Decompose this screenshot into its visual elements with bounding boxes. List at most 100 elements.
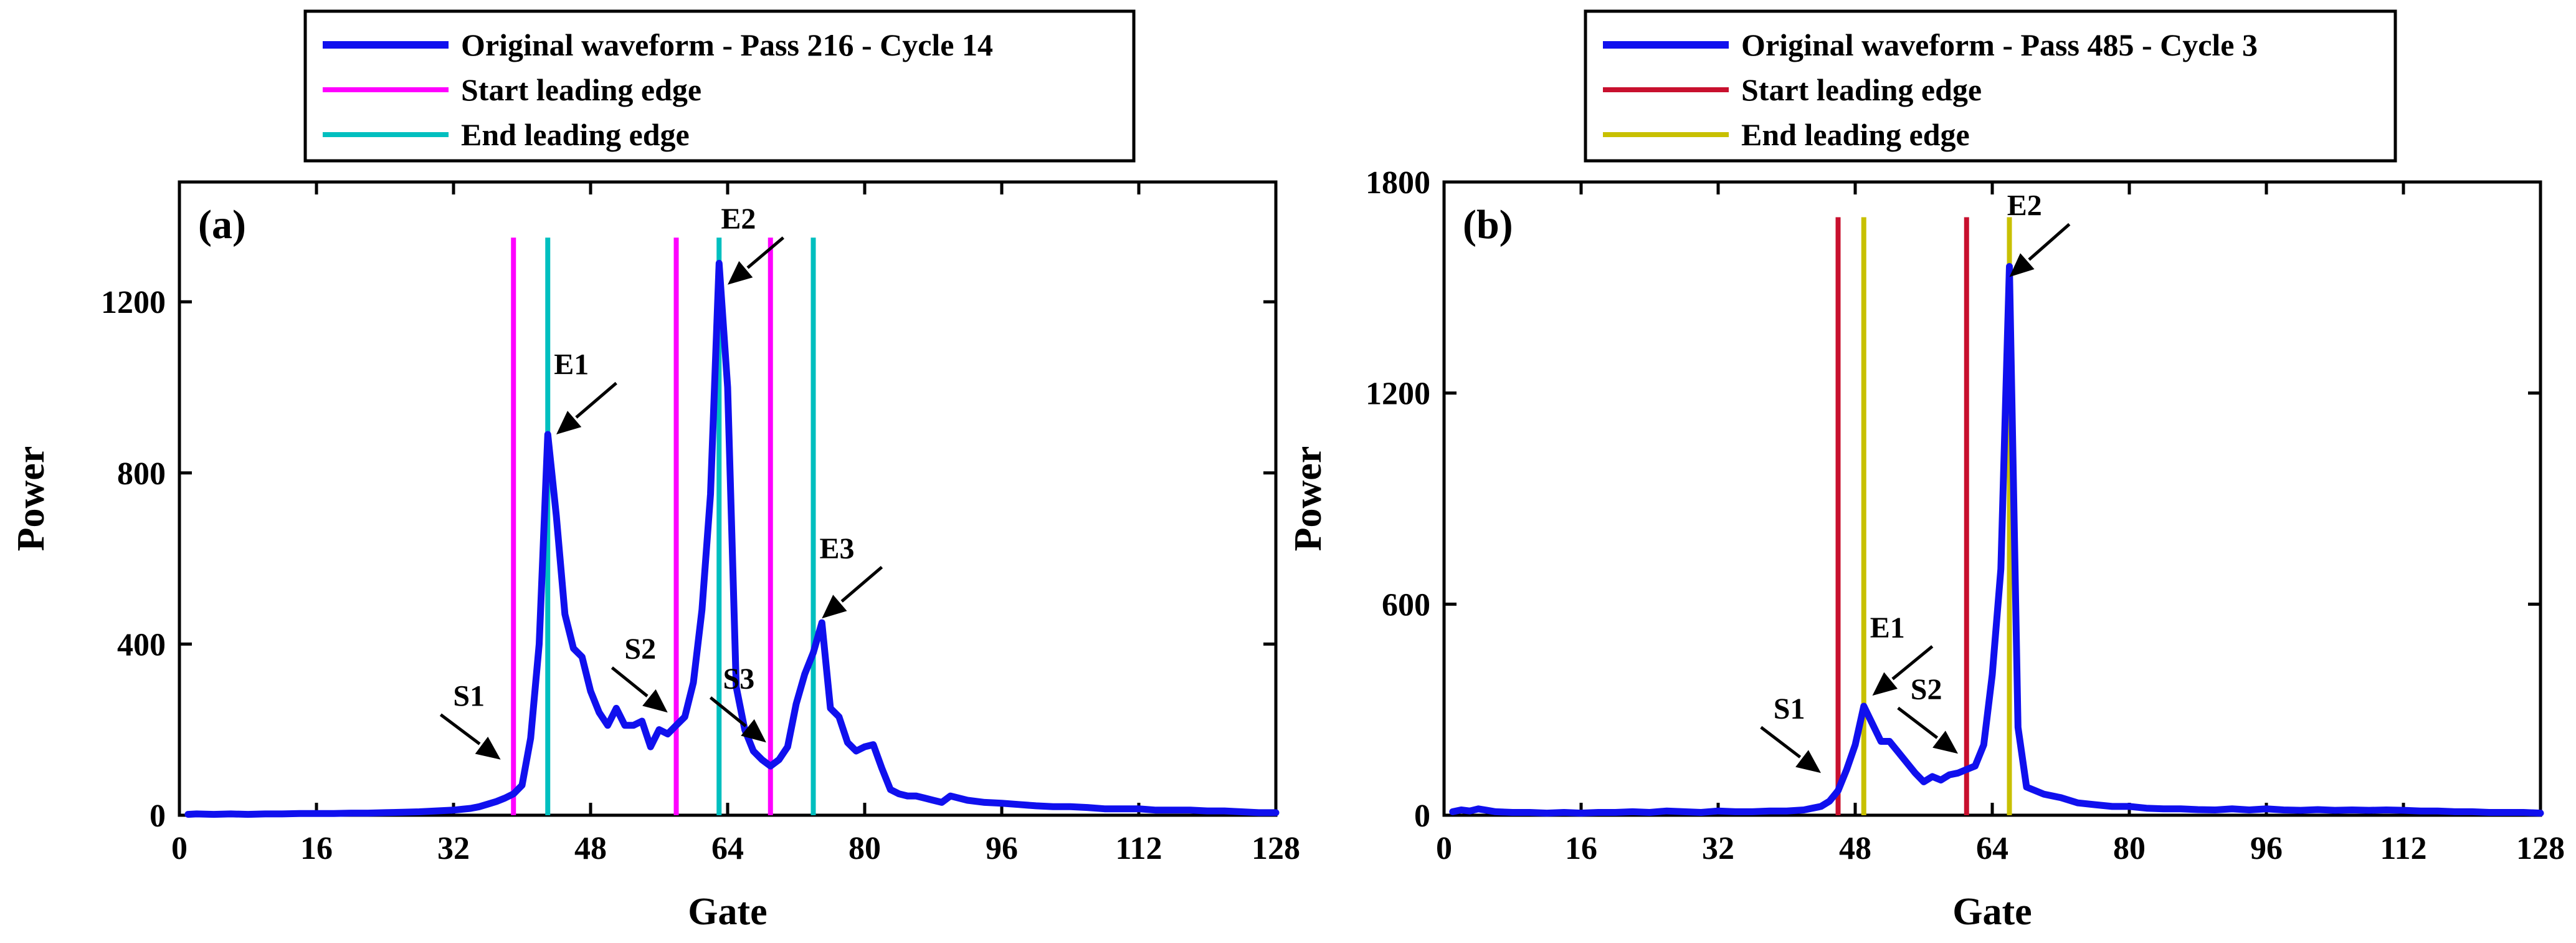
x-tick-label: 64 (711, 831, 744, 866)
waveform-point (1562, 810, 1566, 815)
waveform-point (1930, 774, 1934, 778)
y-tick-label: 800 (117, 456, 166, 492)
waveform-point (1861, 704, 1866, 708)
waveform-point (863, 745, 867, 749)
waveform-point (1119, 807, 1124, 811)
waveform-point (1468, 809, 1472, 813)
waveform-point (811, 651, 815, 655)
waveform-point (1802, 808, 1806, 812)
waveform-point (589, 689, 592, 693)
waveform-point (2299, 808, 2303, 813)
annotation-label: E1 (554, 348, 589, 381)
waveform-point (1767, 809, 1772, 813)
waveform-point (1853, 743, 1857, 747)
y-tick-label: 1200 (1366, 376, 1430, 412)
waveform-point (1751, 810, 1754, 814)
waveform-point (1819, 804, 1823, 808)
waveform-point (923, 796, 927, 800)
annotation-label: E1 (1870, 611, 1905, 644)
waveform-point (683, 715, 687, 719)
annotation-label: E2 (721, 203, 756, 236)
annotation-arrow-head (556, 411, 582, 435)
legend-box (303, 9, 1136, 163)
waveform-point (1485, 808, 1489, 813)
annotation-arrow-head (642, 689, 668, 713)
waveform-point (1051, 805, 1055, 809)
waveform-point (2007, 264, 2012, 269)
waveform-point (1614, 810, 1617, 815)
waveform-point (1733, 810, 1737, 814)
waveform-point (2213, 808, 2217, 812)
waveform-point (845, 740, 850, 745)
waveform-point (854, 749, 858, 753)
x-tick-label: 96 (2250, 831, 2283, 866)
waveform-point (708, 492, 713, 497)
x-tick-label: 48 (1839, 831, 1871, 866)
annotation-arrow-head (741, 719, 766, 743)
waveform-point (580, 655, 584, 659)
waveform-point (1528, 810, 1532, 815)
waveform-point (1956, 771, 1960, 775)
waveform-line (1449, 263, 2544, 817)
waveform-point (1785, 809, 1789, 813)
waveform-point (2521, 810, 2526, 815)
waveform-point (597, 711, 601, 715)
waveform-point (2418, 809, 2423, 813)
waveform-point (1982, 743, 1986, 747)
waveform-point (263, 811, 267, 816)
x-tick-label: 80 (848, 831, 881, 866)
annotation-arrow-head (1795, 750, 1821, 773)
waveform-point (1450, 810, 1455, 814)
waveform-point (888, 787, 893, 792)
waveform-point (657, 727, 661, 732)
x-tick-label: 16 (1565, 831, 1597, 866)
annotation-arrow-head (728, 261, 753, 285)
waveform-point (802, 672, 807, 676)
waveform-point (503, 796, 507, 800)
waveform-point (1274, 810, 1278, 815)
waveform-point (871, 742, 875, 747)
y-tick-label: 1200 (101, 285, 166, 320)
waveform-point (537, 642, 541, 646)
legend-entry: Start leading edge (461, 72, 701, 107)
waveform-point (1579, 811, 1583, 815)
annotation-arrow-head (2009, 253, 2035, 277)
waveform-point (563, 612, 567, 616)
x-tick-label: 32 (1702, 831, 1734, 866)
waveform-point (760, 757, 764, 762)
chart-panel-b: 0 16 32 48 64 80 96 112 128 0 600 1200 1800 Gate Power… (1287, 9, 2565, 933)
waveform-point (460, 807, 464, 811)
waveform-point (623, 723, 627, 727)
waveform-point (982, 800, 987, 805)
waveform-point (1034, 803, 1038, 808)
waveform-point (1154, 808, 1158, 812)
waveform-point (1459, 808, 1463, 812)
panel-label: (b) (1463, 202, 1513, 247)
waveform-point (2265, 807, 2268, 811)
waveform-point (2316, 808, 2320, 811)
legend-entry: Original waveform - Pass 485 - Cycle 3 (1741, 27, 2258, 62)
waveform-point (786, 745, 790, 749)
waveform-point (1922, 780, 1926, 784)
waveform-point (571, 646, 576, 651)
waveform-point (1879, 739, 1883, 744)
waveform-point (2076, 801, 2080, 805)
x-tick-label: 32 (437, 831, 470, 866)
waveform-point (692, 681, 695, 685)
legend-entry: Start leading edge (1741, 72, 1982, 107)
waveform-point (820, 621, 824, 625)
waveform-point (520, 783, 524, 787)
waveform-point (1630, 810, 1635, 814)
annotation-arrow-head (822, 595, 847, 619)
waveform-point (1103, 807, 1106, 811)
waveform-point (2127, 804, 2131, 808)
annotation-label: E2 (2007, 189, 2042, 223)
x-tick-label: 0 (171, 831, 188, 866)
waveform-point (1222, 809, 1227, 813)
waveform-point (246, 812, 250, 816)
y-tick-label: 400 (117, 627, 166, 663)
waveform-point (829, 706, 832, 711)
waveform-point (1648, 810, 1652, 815)
waveform-point (2470, 810, 2474, 814)
waveform-point (554, 514, 558, 518)
